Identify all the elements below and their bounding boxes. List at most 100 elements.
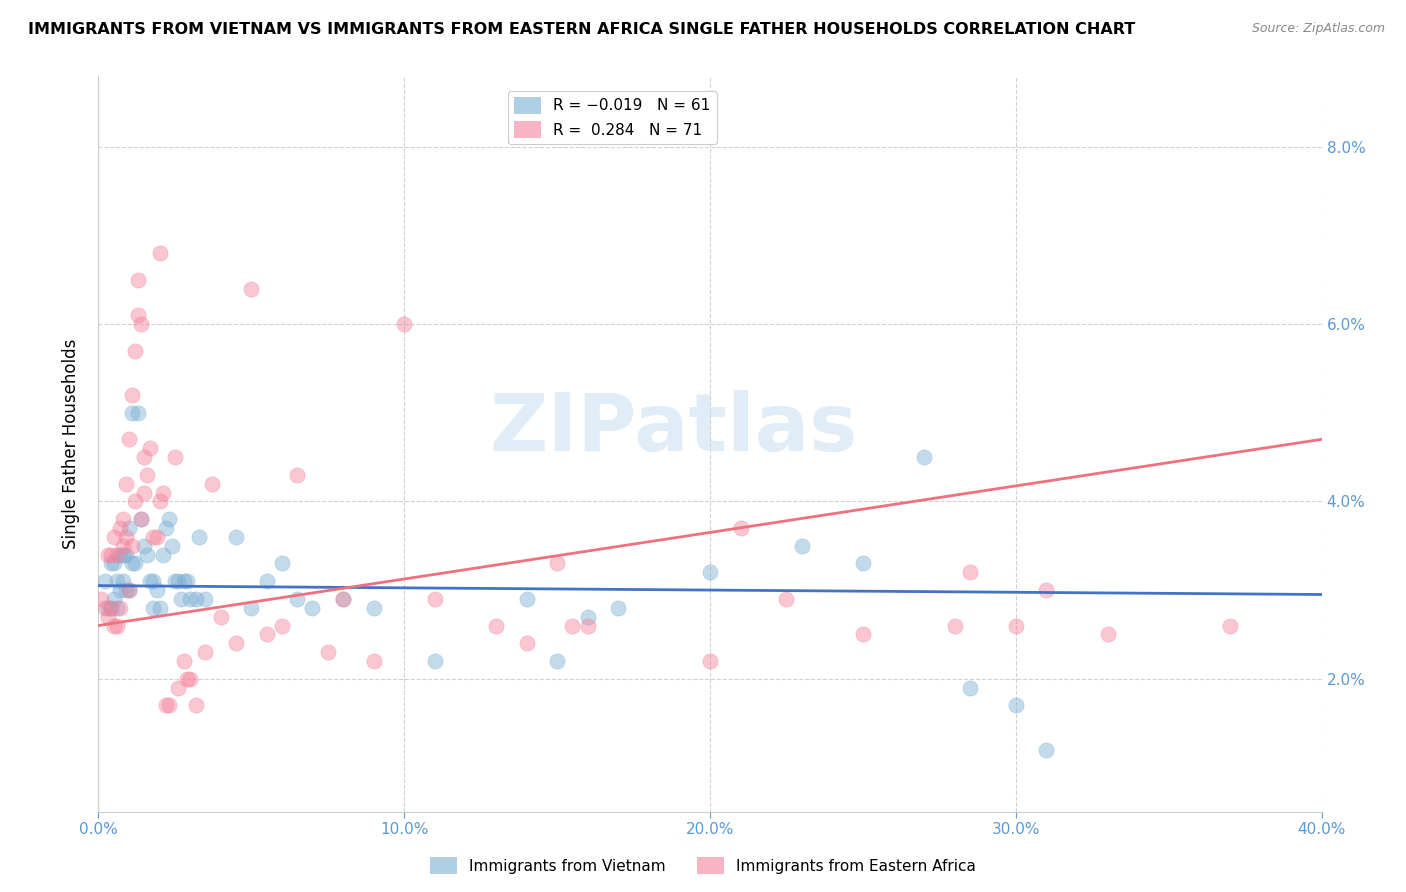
Point (173, 574, 195, 589)
Point (124, 557, 146, 571)
Point (103, 591, 125, 606)
Point (129, 512, 152, 526)
Point (149, 494, 172, 508)
Point (145, 530, 167, 544)
Point (332, 591, 354, 606)
Point (100, 600, 122, 615)
Point (943, 618, 966, 632)
Point (285, 591, 308, 606)
Point (93, 574, 115, 589)
Point (163, 450, 186, 464)
Point (142, 574, 165, 589)
Point (111, 548, 134, 562)
Point (363, 654, 385, 668)
Point (209, 609, 232, 624)
Text: ZIPatlas: ZIPatlas (489, 390, 858, 468)
Point (111, 539, 134, 553)
Point (285, 467, 308, 482)
Point (115, 476, 138, 491)
Point (607, 600, 630, 615)
Point (127, 308, 149, 322)
Point (173, 654, 195, 668)
Point (546, 557, 568, 571)
Point (105, 618, 128, 632)
Point (118, 433, 141, 447)
Point (127, 273, 149, 287)
Point (392, 317, 416, 331)
Point (105, 548, 128, 562)
Point (111, 512, 134, 526)
Point (423, 654, 446, 668)
Point (179, 672, 201, 686)
Point (775, 591, 797, 606)
Point (256, 627, 278, 641)
Point (152, 548, 174, 562)
Point (790, 539, 813, 553)
Point (124, 494, 146, 508)
Point (363, 600, 385, 615)
Point (546, 654, 568, 668)
Point (93, 600, 115, 615)
Point (97, 609, 120, 624)
Point (167, 681, 190, 695)
Point (270, 557, 292, 571)
Point (134, 450, 156, 464)
Point (699, 566, 721, 580)
Point (959, 566, 981, 580)
Point (142, 600, 165, 615)
Point (332, 591, 354, 606)
Point (225, 636, 247, 650)
Point (139, 441, 162, 455)
Point (852, 557, 875, 571)
Point (194, 591, 217, 606)
Point (152, 485, 174, 500)
Point (730, 521, 752, 535)
Point (97, 600, 120, 615)
Legend: Immigrants from Vietnam, Immigrants from Eastern Africa: Immigrants from Vietnam, Immigrants from… (423, 851, 983, 880)
Point (170, 591, 193, 606)
Point (115, 548, 138, 562)
Point (852, 627, 875, 641)
Point (225, 530, 247, 544)
Point (108, 600, 131, 615)
Point (516, 636, 538, 650)
Point (118, 583, 141, 598)
Point (699, 654, 721, 668)
Legend: R = −0.019   N = 61, R =  0.284   N = 71: R = −0.019 N = 61, R = 0.284 N = 71 (508, 91, 717, 144)
Point (176, 672, 198, 686)
Point (100, 600, 122, 615)
Point (129, 512, 152, 526)
Point (1097, 627, 1119, 641)
Point (516, 591, 538, 606)
Point (118, 583, 141, 598)
Point (115, 583, 138, 598)
Point (129, 317, 152, 331)
Point (176, 574, 198, 589)
Point (157, 512, 180, 526)
Point (1035, 742, 1057, 756)
Point (160, 539, 183, 553)
Point (959, 681, 981, 695)
Point (270, 618, 292, 632)
Point (423, 591, 446, 606)
Point (155, 698, 177, 713)
Point (103, 557, 125, 571)
Point (188, 530, 211, 544)
Point (1035, 583, 1057, 598)
Point (134, 485, 156, 500)
Point (142, 530, 165, 544)
Point (105, 600, 128, 615)
Point (103, 530, 125, 544)
Point (256, 574, 278, 589)
Point (240, 600, 263, 615)
Text: IMMIGRANTS FROM VIETNAM VS IMMIGRANTS FROM EASTERN AFRICA SINGLE FATHER HOUSEHOL: IMMIGRANTS FROM VIETNAM VS IMMIGRANTS FR… (28, 22, 1136, 37)
Point (1004, 618, 1026, 632)
Point (145, 583, 167, 598)
Point (179, 591, 201, 606)
Point (108, 583, 131, 598)
Point (157, 698, 180, 713)
Point (149, 246, 172, 260)
Point (134, 539, 156, 553)
Point (103, 618, 125, 632)
Point (100, 557, 122, 571)
